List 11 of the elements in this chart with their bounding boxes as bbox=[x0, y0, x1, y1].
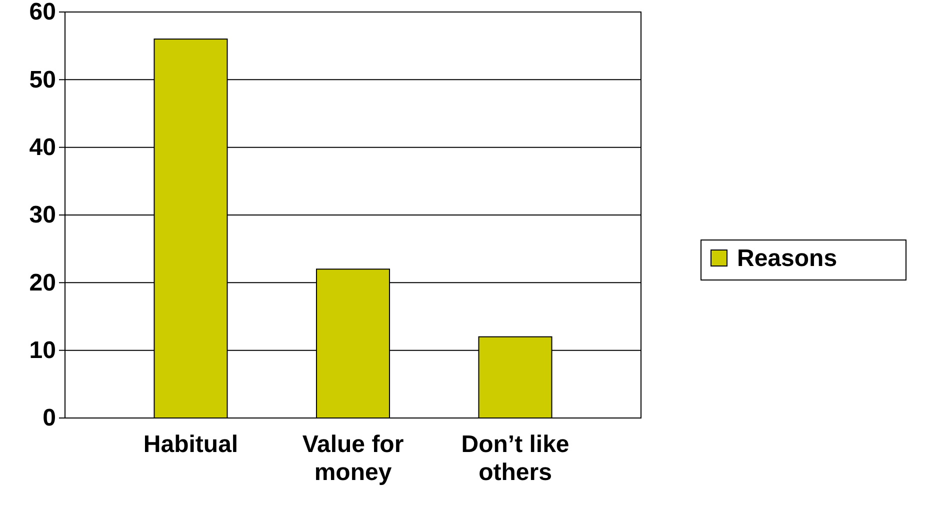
x-tick-label: Don’t like others bbox=[461, 431, 570, 486]
y-tick-label: 20 bbox=[29, 269, 56, 296]
y-tick-label: 0 bbox=[42, 404, 56, 432]
legend-label: Reasons bbox=[737, 245, 838, 272]
y-tick-label: 30 bbox=[29, 202, 56, 229]
x-tick-label: Value for money bbox=[302, 431, 404, 486]
y-tick-label: 10 bbox=[29, 337, 56, 364]
y-tick-label: 50 bbox=[29, 66, 56, 94]
x-tick-label: Habitual bbox=[143, 431, 238, 458]
y-tick-label: 60 bbox=[29, 0, 56, 26]
y-tick-label: 40 bbox=[29, 134, 56, 162]
